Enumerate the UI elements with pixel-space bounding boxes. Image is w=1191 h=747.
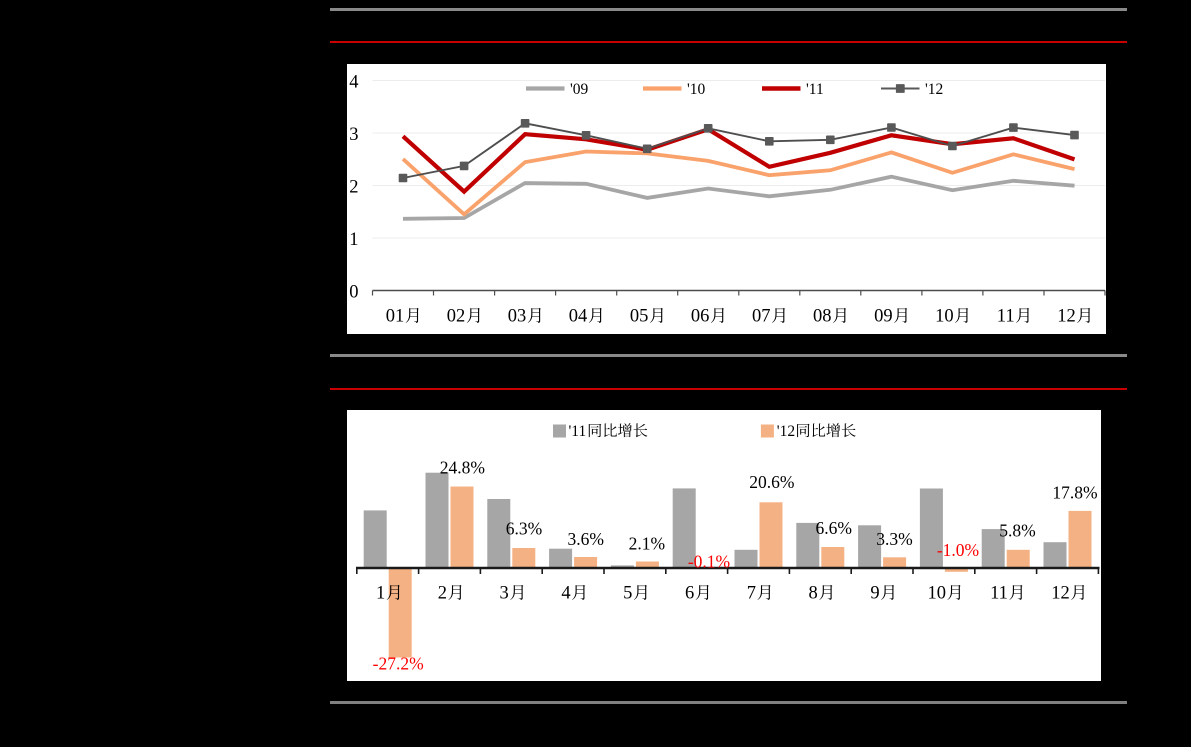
- svg-text:5.8%: 5.8%: [999, 520, 1035, 540]
- svg-text:3.3%: 3.3%: [876, 529, 912, 549]
- svg-text:-1.0%: -1.0%: [937, 540, 979, 560]
- svg-text:'11: '11: [806, 81, 824, 98]
- svg-text:7: 7: [747, 584, 756, 604]
- svg-text:04: 04: [569, 307, 588, 327]
- svg-text:1: 1: [376, 584, 385, 604]
- svg-text:08: 08: [813, 307, 832, 327]
- svg-text:2.1%: 2.1%: [629, 534, 665, 554]
- svg-text:-0.1%: -0.1%: [688, 552, 730, 572]
- svg-text:10: 10: [928, 584, 947, 604]
- svg-text:05: 05: [630, 307, 649, 327]
- svg-text:0: 0: [349, 283, 358, 303]
- svg-text:'12: '12: [925, 81, 943, 98]
- svg-text:12: 12: [1051, 584, 1070, 604]
- svg-text:1: 1: [349, 230, 358, 250]
- svg-text:10: 10: [935, 307, 954, 327]
- svg-text:5: 5: [623, 584, 632, 604]
- svg-text:20.6%: 20.6%: [749, 472, 794, 492]
- svg-text:12: 12: [1057, 307, 1076, 327]
- svg-text:6.6%: 6.6%: [815, 518, 851, 538]
- svg-text:07: 07: [752, 307, 771, 327]
- svg-text:11: 11: [997, 307, 1015, 327]
- svg-text:'11: '11: [569, 423, 587, 440]
- svg-text:6: 6: [685, 584, 694, 604]
- svg-text:9: 9: [870, 584, 879, 604]
- svg-text:02: 02: [447, 307, 466, 327]
- svg-text:24.8%: 24.8%: [440, 458, 485, 478]
- svg-text:'09: '09: [570, 81, 589, 98]
- svg-text:11: 11: [990, 584, 1008, 604]
- svg-text:8: 8: [809, 584, 818, 604]
- svg-text:3: 3: [500, 584, 509, 604]
- svg-text:03: 03: [508, 307, 527, 327]
- svg-text:3.6%: 3.6%: [567, 529, 603, 549]
- svg-text:2: 2: [349, 178, 358, 198]
- svg-text:6.3%: 6.3%: [506, 519, 542, 539]
- svg-text:2: 2: [438, 584, 447, 604]
- svg-text:'10: '10: [687, 81, 706, 98]
- svg-text:-27.2%: -27.2%: [373, 653, 424, 673]
- svg-text:4: 4: [561, 584, 570, 604]
- svg-text:06: 06: [691, 307, 710, 327]
- svg-text:17.8%: 17.8%: [1052, 482, 1097, 502]
- svg-text:4: 4: [349, 73, 358, 93]
- svg-text:09: 09: [874, 307, 893, 327]
- svg-text:01: 01: [386, 307, 405, 327]
- svg-text:3: 3: [349, 125, 358, 145]
- svg-text:'12: '12: [777, 423, 795, 440]
